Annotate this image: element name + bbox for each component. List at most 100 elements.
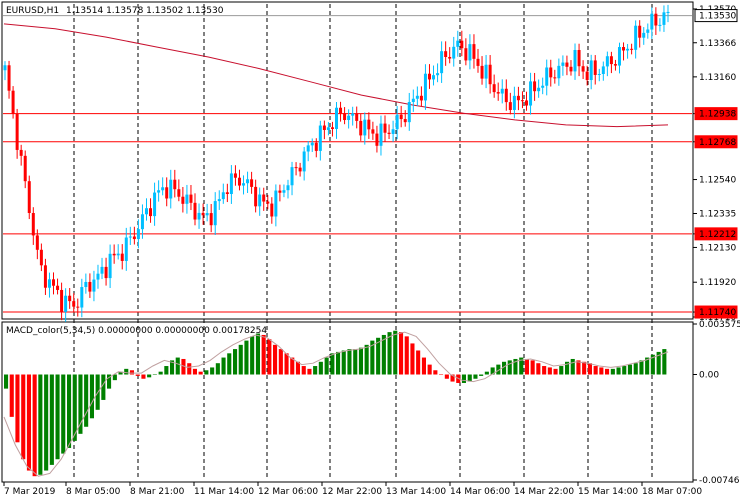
candle: [282, 184, 286, 198]
macd-bar: [26, 374, 31, 471]
macd-bar: [376, 337, 381, 375]
candle: [96, 264, 100, 289]
macd-bar: [622, 366, 627, 375]
macd-bar: [267, 339, 272, 375]
macd-bar: [187, 363, 192, 375]
macd-bar: [278, 349, 283, 375]
candle: [500, 79, 504, 104]
candle: [577, 43, 581, 77]
candle: [27, 175, 31, 220]
candle: [533, 72, 537, 101]
x-tick-label: 14 Mar 06:00: [450, 487, 510, 497]
x-tick-label: 18 Mar 07:00: [642, 487, 702, 497]
candle: [468, 34, 472, 70]
x-tick-label: 12 Mar 22:00: [322, 487, 382, 497]
candle: [407, 92, 411, 131]
candle: [387, 124, 391, 140]
candle: [149, 198, 153, 223]
candle: [177, 179, 181, 202]
candle: [436, 63, 440, 83]
candle: [565, 55, 569, 76]
price-y-axis: 1.135701.133661.131601.129381.127681.125…: [693, 5, 738, 323]
x-tick-label: 7 Mar 2019: [4, 487, 56, 497]
candle: [56, 278, 60, 295]
candle: [488, 55, 492, 94]
candle: [258, 187, 262, 216]
candle: [383, 115, 387, 142]
macd-bar: [490, 367, 495, 375]
macd-bar: [656, 351, 661, 375]
candle: [557, 58, 561, 86]
candle: [278, 184, 282, 202]
svg-text:1.12768: 1.12768: [699, 138, 736, 148]
candle: [286, 179, 290, 199]
candle: [375, 125, 379, 153]
candle: [136, 219, 140, 249]
macd-bar: [404, 336, 409, 375]
macd-bar: [78, 374, 83, 434]
candle: [605, 51, 609, 77]
macd-bar: [330, 353, 335, 375]
macd-bar: [353, 349, 358, 375]
macd-bar: [170, 360, 175, 375]
macd-label: MACD_color(5,34,5) 0.00000000 0.00000000…: [6, 326, 267, 336]
macd-bar: [519, 357, 524, 375]
macd-bar: [421, 357, 426, 375]
candle: [100, 257, 104, 280]
macd-bar: [290, 357, 295, 375]
macd-bar: [542, 366, 547, 375]
candle: [371, 121, 375, 140]
candle: [343, 107, 347, 125]
candle: [225, 183, 229, 203]
macd-bar: [650, 354, 655, 375]
macd-bar: [605, 368, 610, 375]
candle: [43, 258, 47, 295]
macd-bar: [524, 358, 529, 375]
candle: [140, 204, 144, 239]
candle: [666, 4, 670, 23]
candle: [144, 198, 148, 221]
macd-bar: [496, 364, 501, 375]
macd-bar: [84, 374, 89, 427]
macd-bar: [158, 371, 163, 375]
ma-line: [3, 23, 669, 128]
candle: [193, 193, 197, 226]
candle: [403, 110, 407, 127]
signal-line: [3, 331, 669, 477]
macd-bar: [250, 336, 255, 375]
candle: [448, 47, 452, 64]
candle: [662, 5, 666, 32]
candle: [520, 91, 524, 109]
candle: [306, 141, 310, 162]
macd-bar: [32, 374, 37, 477]
candle: [185, 184, 189, 214]
macd-bar: [4, 374, 9, 389]
candle: [205, 203, 209, 222]
candle: [609, 51, 613, 74]
macd-bar: [55, 374, 60, 460]
macd-bar: [147, 374, 152, 378]
candle: [391, 120, 395, 142]
candle: [322, 120, 326, 140]
candle: [68, 288, 72, 309]
candle: [84, 273, 88, 294]
macd-y-tick-label: -0.0074694: [699, 476, 740, 486]
macd-bar: [473, 374, 478, 379]
candle: [496, 82, 500, 101]
macd-bar: [536, 363, 541, 375]
candle: [157, 180, 161, 202]
candle: [213, 192, 217, 236]
candle: [242, 175, 246, 195]
macd-y-axis: 0.0035759 0.00 -0.0074694: [693, 320, 740, 486]
candle: [444, 41, 448, 66]
candle: [355, 106, 359, 129]
candle: [294, 162, 298, 176]
x-tick-label: 14 Mar 22:00: [514, 487, 574, 497]
vertical-gridlines: [73, 4, 653, 480]
candle: [642, 27, 646, 45]
macd-bar: [399, 332, 404, 375]
candle: [19, 144, 23, 166]
level-price-label: 1.11740: [694, 305, 738, 319]
